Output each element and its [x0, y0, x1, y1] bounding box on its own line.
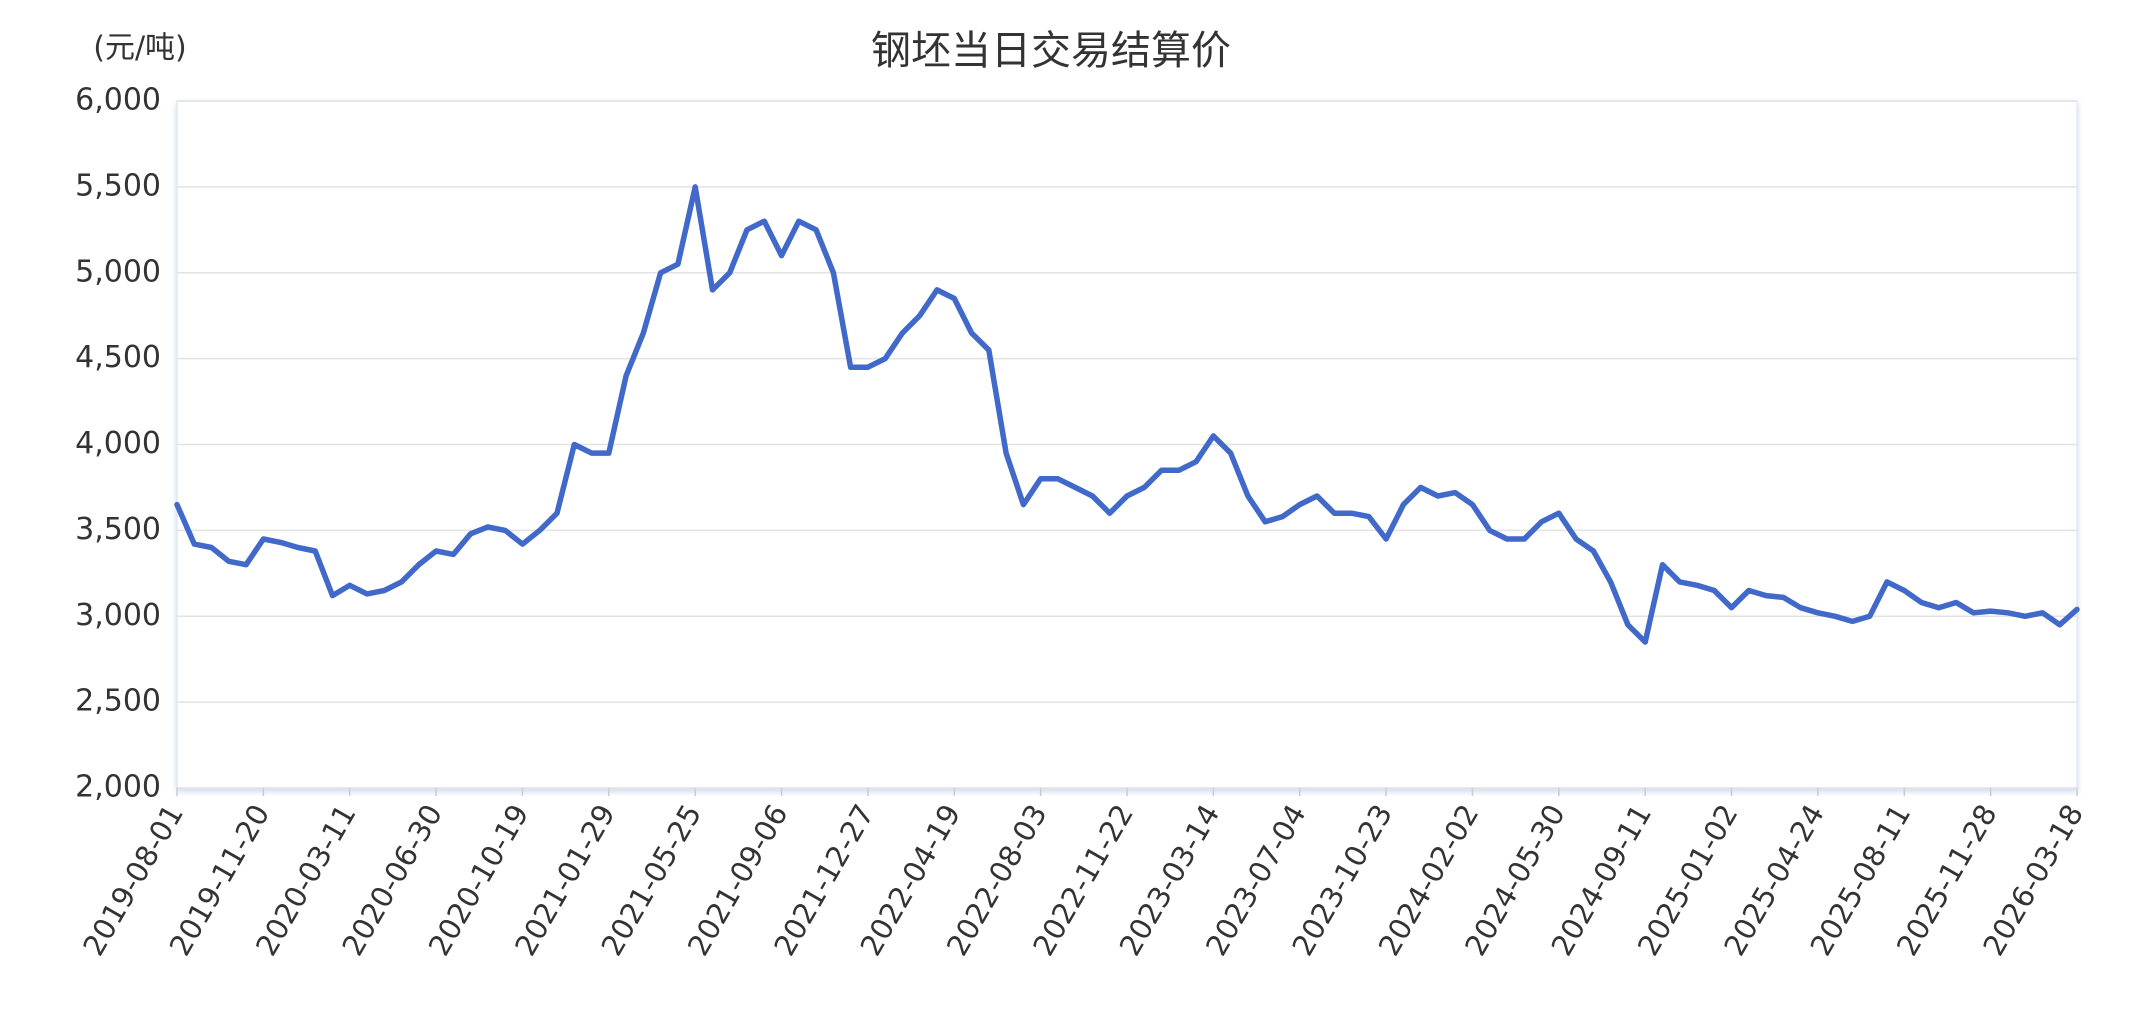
y-tick-label: 2,500	[75, 684, 161, 719]
chart-title: 钢坯当日交易结算价	[871, 28, 1231, 74]
y-tick-label: 3,000	[75, 598, 161, 633]
y-tick-label: 5,000	[75, 254, 161, 289]
y-tick-label: 5,500	[75, 168, 161, 203]
y-tick-label: 6,000	[75, 83, 161, 118]
y-tick-label: 4,500	[75, 340, 161, 375]
y-axis-label: (元/吨)	[93, 31, 187, 66]
price-line	[174, 184, 2080, 645]
y-tick-label: 4,000	[75, 426, 161, 461]
y-tick-label: 2,000	[75, 770, 161, 805]
y-tick-label: 3,500	[75, 512, 161, 547]
